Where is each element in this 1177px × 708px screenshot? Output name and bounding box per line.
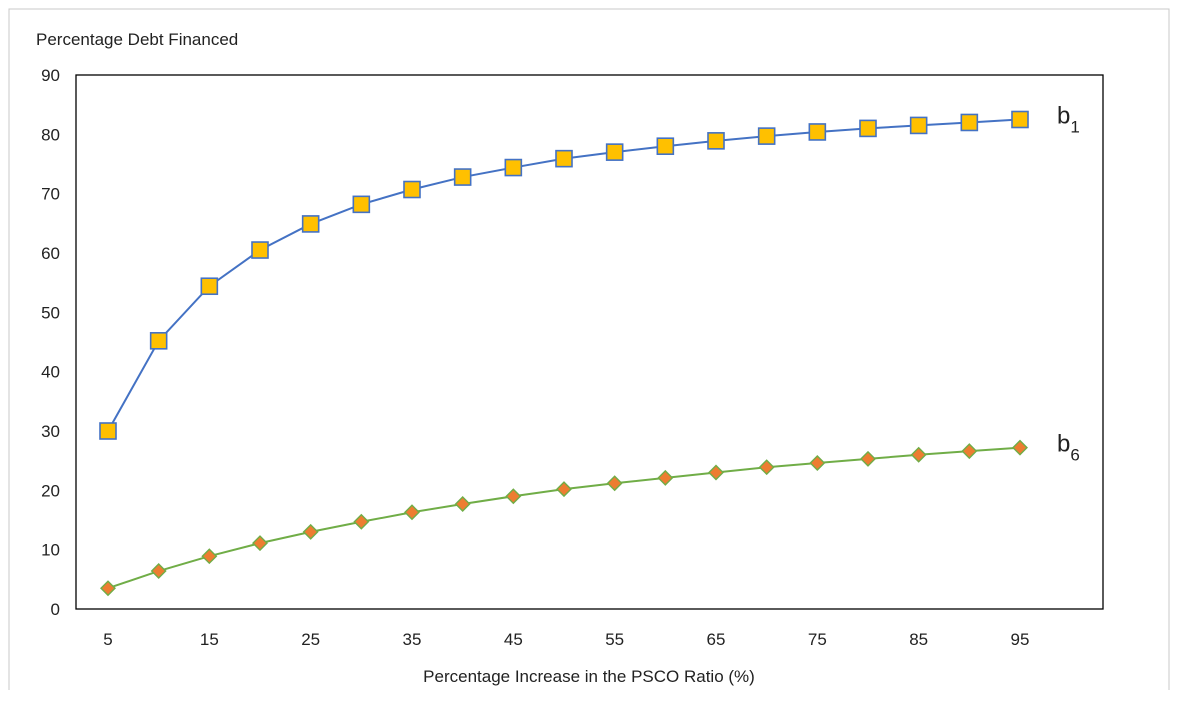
x-tick-label: 35 (403, 630, 422, 649)
data-point-b1 (453, 168, 472, 186)
data-point-b6 (606, 475, 623, 492)
x-axis-title: Percentage Increase in the PSCO Ratio (%… (423, 667, 755, 686)
plot-area-frame (75, 74, 1104, 610)
data-point-b1 (757, 127, 776, 145)
data-point-b6 (353, 513, 370, 530)
data-point-b6 (404, 504, 420, 521)
series-group (99, 110, 1029, 597)
data-point-b1 (200, 277, 219, 296)
y-tick-label: 30 (41, 422, 60, 441)
y-tick-label: 80 (41, 125, 60, 144)
data-point-b1 (808, 123, 827, 141)
series-label-main: b (1057, 103, 1070, 130)
x-tick-label: 5 (103, 630, 112, 649)
data-point-b1 (504, 158, 523, 177)
y-axis-tick-labels: 0 10 20 30 40 50 60 70 80 90 (41, 66, 60, 619)
y-tick-label: 70 (41, 185, 60, 204)
data-point-b1 (555, 149, 573, 168)
data-point-b6 (201, 548, 218, 565)
data-point-b6 (1012, 439, 1028, 456)
data-point-b6 (809, 455, 826, 472)
series-line-b6 (107, 446, 1021, 590)
x-tick-label: 95 (1011, 630, 1030, 649)
series-label-b1: b1 (1057, 103, 1080, 137)
y-tick-label: 0 (51, 600, 60, 619)
chart-area-border (8, 8, 1170, 690)
data-point-b6 (454, 495, 471, 512)
data-point-b6 (910, 446, 927, 463)
data-point-b1 (301, 215, 320, 233)
data-point-b1 (403, 180, 421, 199)
x-tick-label: 85 (909, 630, 928, 649)
y-tick-label: 90 (41, 66, 60, 85)
data-point-b1 (960, 113, 979, 132)
data-point-b1 (149, 332, 168, 350)
y-tick-label: 10 (41, 541, 60, 560)
data-point-b1 (1011, 110, 1029, 129)
data-point-b6 (252, 535, 268, 552)
y-tick-label: 20 (41, 481, 60, 500)
data-point-b6 (657, 469, 674, 486)
y-axis-title: Percentage Debt Financed (36, 30, 238, 49)
x-tick-label: 75 (808, 630, 827, 649)
data-point-b6 (150, 563, 167, 580)
data-point-b6 (302, 523, 319, 540)
data-point-b1 (605, 143, 624, 161)
x-tick-label: 45 (504, 630, 523, 649)
data-point-b1 (352, 195, 371, 214)
x-axis-tick-labels: 5 15 25 35 45 55 65 75 85 95 (103, 630, 1029, 649)
data-point-b6 (556, 481, 572, 498)
y-tick-label: 40 (41, 363, 60, 382)
data-point-b6 (860, 450, 876, 467)
data-point-b6 (758, 459, 775, 476)
data-point-b1 (656, 137, 675, 155)
series-label-subscript: 6 (1070, 446, 1079, 465)
x-tick-label: 25 (301, 630, 320, 649)
data-point-b1 (859, 119, 877, 138)
series-label-b6: b6 (1057, 431, 1080, 465)
data-point-b6 (961, 443, 978, 460)
data-point-b6 (505, 488, 522, 505)
y-tick-label: 50 (41, 303, 60, 322)
x-tick-label: 15 (200, 630, 219, 649)
data-point-b6 (708, 464, 724, 481)
data-point-b1 (251, 241, 269, 259)
data-point-b1 (99, 422, 117, 440)
x-tick-label: 55 (605, 630, 624, 649)
series-label-main: b (1057, 431, 1070, 458)
data-point-b6 (100, 580, 116, 597)
data-point-b1 (909, 116, 928, 135)
series-label-subscript: 1 (1070, 118, 1079, 137)
y-tick-label: 60 (41, 244, 60, 263)
x-tick-label: 65 (707, 630, 726, 649)
data-point-b1 (707, 132, 725, 150)
